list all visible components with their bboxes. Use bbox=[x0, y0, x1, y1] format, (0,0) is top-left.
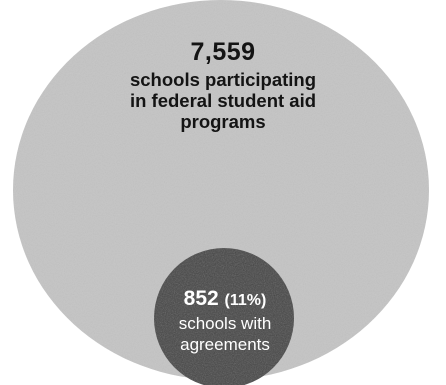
agreements-percent: (11%) bbox=[224, 292, 267, 309]
agreements-label: schools with agreements bbox=[150, 313, 300, 355]
agreements-count-line: 852 (11%) bbox=[150, 287, 300, 311]
agreements-count: 852 bbox=[183, 287, 219, 310]
agreements-label-line: agreements bbox=[180, 335, 270, 354]
total-schools-label-line: in federal student aid bbox=[129, 90, 317, 111]
total-schools-label: schools participating in federal student… bbox=[60, 69, 386, 132]
agreements-label-line: schools with bbox=[178, 314, 272, 333]
total-schools-circle bbox=[13, 0, 429, 380]
total-schools-count: 7,559 bbox=[190, 38, 256, 66]
total-schools-label-line: programs bbox=[180, 111, 266, 132]
total-schools-label-line: schools participating bbox=[129, 69, 317, 90]
schools-with-agreements-circle bbox=[154, 248, 294, 385]
